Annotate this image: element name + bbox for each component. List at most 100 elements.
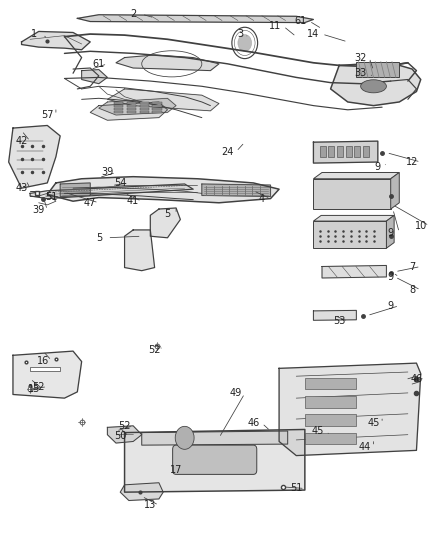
Polygon shape [314, 221, 386, 248]
Polygon shape [60, 183, 90, 197]
Polygon shape [142, 431, 288, 445]
Text: 52: 52 [118, 421, 131, 431]
Text: 14: 14 [307, 29, 320, 39]
Bar [127, 108, 136, 110]
Polygon shape [99, 98, 176, 115]
Polygon shape [107, 89, 219, 111]
Text: 11: 11 [268, 21, 281, 31]
Text: 50: 50 [114, 431, 127, 441]
Bar [346, 147, 352, 157]
FancyBboxPatch shape [173, 445, 257, 474]
Bar [127, 105, 136, 107]
Bar [305, 396, 357, 408]
Polygon shape [47, 176, 279, 203]
Text: 51: 51 [46, 191, 58, 201]
Text: 52: 52 [148, 345, 161, 355]
Text: 9: 9 [375, 162, 381, 172]
Polygon shape [124, 230, 155, 271]
Bar [152, 111, 162, 114]
Text: 1: 1 [32, 29, 38, 39]
Polygon shape [116, 55, 219, 71]
Polygon shape [9, 125, 60, 188]
Text: 2: 2 [130, 9, 136, 19]
Text: 15: 15 [28, 384, 41, 394]
Bar [127, 102, 136, 104]
Polygon shape [78, 15, 314, 22]
Text: 47: 47 [84, 198, 96, 208]
Text: 10: 10 [415, 221, 427, 231]
Text: 12: 12 [406, 157, 418, 167]
Polygon shape [331, 63, 421, 106]
Text: 53: 53 [333, 317, 346, 326]
Text: 45: 45 [367, 418, 380, 428]
Bar [328, 147, 335, 157]
Polygon shape [279, 363, 421, 456]
Bar [140, 102, 149, 104]
Text: 8: 8 [409, 285, 415, 295]
Bar [30, 367, 60, 371]
Polygon shape [202, 184, 271, 197]
Text: 5: 5 [164, 209, 171, 219]
Text: 3: 3 [237, 29, 244, 39]
Bar [305, 414, 357, 426]
Bar [140, 111, 149, 114]
Bar [363, 147, 369, 157]
Text: 9: 9 [388, 228, 394, 238]
Polygon shape [120, 483, 163, 500]
Text: 5: 5 [95, 233, 102, 243]
Polygon shape [314, 141, 378, 163]
Text: 33: 33 [354, 68, 367, 78]
Bar [337, 147, 343, 157]
Bar [127, 111, 136, 114]
Text: 52: 52 [32, 382, 45, 392]
Polygon shape [150, 208, 180, 238]
Bar [152, 105, 162, 107]
Polygon shape [314, 310, 357, 320]
Bar [320, 147, 326, 157]
Polygon shape [124, 430, 305, 492]
Bar [114, 111, 123, 114]
Text: 54: 54 [114, 178, 127, 188]
Text: 49: 49 [230, 389, 242, 399]
Bar [152, 102, 162, 104]
Bar [305, 433, 357, 444]
Text: 43: 43 [15, 183, 28, 193]
Text: 9: 9 [388, 272, 394, 282]
Polygon shape [322, 265, 386, 278]
Circle shape [175, 426, 194, 449]
Bar [357, 62, 399, 77]
Bar [354, 147, 360, 157]
Text: 46: 46 [410, 374, 423, 384]
Text: 39: 39 [32, 205, 45, 215]
Polygon shape [386, 215, 394, 248]
Ellipse shape [360, 80, 386, 93]
Text: 61: 61 [294, 16, 307, 26]
Bar [114, 105, 123, 107]
Text: 9: 9 [388, 301, 394, 311]
Text: 46: 46 [247, 418, 259, 428]
Bar [140, 108, 149, 110]
Text: 44: 44 [359, 442, 371, 451]
Text: 17: 17 [170, 465, 182, 475]
Text: 13: 13 [144, 500, 156, 510]
Bar [114, 102, 123, 104]
Text: 4: 4 [259, 193, 265, 204]
Text: 41: 41 [127, 196, 139, 206]
Text: 16: 16 [37, 356, 49, 366]
Text: 7: 7 [409, 262, 415, 271]
Polygon shape [314, 179, 391, 209]
Polygon shape [314, 215, 394, 221]
Text: 39: 39 [101, 167, 113, 177]
Text: 57: 57 [41, 110, 53, 120]
Polygon shape [81, 70, 107, 84]
Text: 24: 24 [221, 147, 234, 157]
Bar [114, 108, 123, 110]
Polygon shape [30, 184, 193, 199]
Polygon shape [314, 173, 399, 179]
Polygon shape [107, 426, 142, 443]
Bar [305, 378, 357, 389]
Bar [152, 108, 162, 110]
Polygon shape [90, 102, 167, 120]
Polygon shape [21, 31, 90, 50]
Text: 32: 32 [354, 53, 367, 62]
